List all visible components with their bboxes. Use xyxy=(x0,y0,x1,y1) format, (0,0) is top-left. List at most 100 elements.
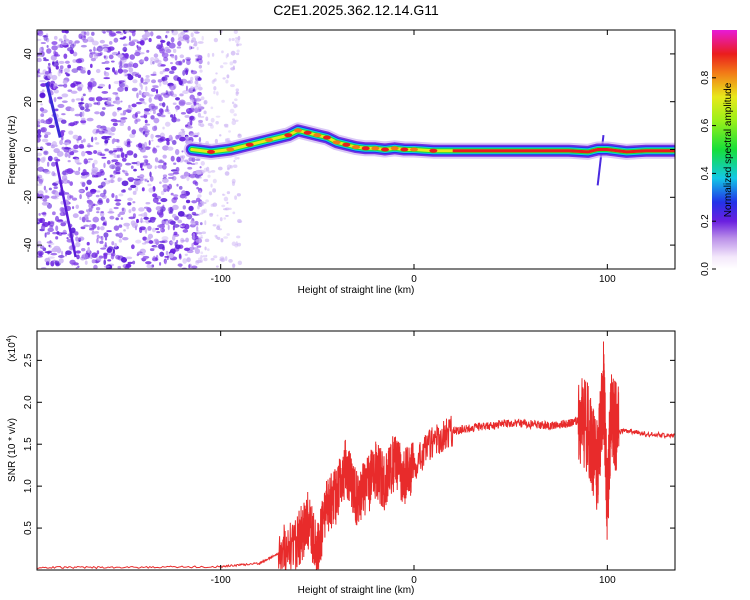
noise-speck xyxy=(168,70,175,75)
noise-speck xyxy=(69,195,74,199)
noise-speck-faint xyxy=(195,260,200,265)
noise-speck xyxy=(47,66,51,70)
noise-speck xyxy=(162,126,165,130)
noise-speck-faint xyxy=(191,37,197,43)
noise-speck xyxy=(124,86,129,92)
noise-speck xyxy=(37,134,42,138)
noise-speck xyxy=(55,225,59,232)
snr-xtick-label: 0 xyxy=(411,575,417,586)
spectrogram-panel: -100 0 100 -40 -20 0 20 40 Height of straight l… xyxy=(7,29,676,296)
noise-speck-faint xyxy=(214,234,217,238)
noise-speck xyxy=(54,260,60,265)
noise-speck xyxy=(81,216,86,223)
noise-speck-faint xyxy=(223,236,229,239)
noise-speck xyxy=(140,127,143,134)
noise-speck xyxy=(100,181,106,187)
noise-speck xyxy=(142,131,146,135)
noise-speck-faint xyxy=(237,35,241,41)
noise-speck xyxy=(57,84,64,87)
noise-speck xyxy=(39,218,43,224)
noise-speck xyxy=(152,125,158,132)
noise-speck xyxy=(69,49,74,55)
noise-speck xyxy=(128,179,134,183)
noise-speck xyxy=(75,266,78,269)
noise-speck xyxy=(63,53,68,59)
ridge-hotspot xyxy=(294,128,302,133)
noise-speck xyxy=(93,54,99,59)
noise-speck-faint xyxy=(216,225,221,231)
noise-speck xyxy=(128,35,132,42)
noise-speck-faint xyxy=(223,208,228,211)
noise-speck xyxy=(177,210,185,217)
noise-speck xyxy=(138,127,143,132)
noise-speck xyxy=(46,161,50,167)
noise-speck xyxy=(90,171,97,176)
noise-speck-faint xyxy=(210,203,215,207)
noise-speck-faint xyxy=(236,49,240,53)
noise-speck-faint xyxy=(195,238,200,243)
noise-speck xyxy=(194,31,200,34)
noise-speck-faint xyxy=(232,164,238,169)
noise-speck xyxy=(95,68,101,74)
noise-speck-faint xyxy=(194,85,199,91)
noise-speck xyxy=(177,263,183,267)
noise-speck xyxy=(81,253,89,259)
noise-speck xyxy=(44,131,52,136)
noise-speck-faint xyxy=(189,98,195,102)
noise-speck xyxy=(82,67,86,72)
noise-speck xyxy=(50,252,58,256)
noise-speck xyxy=(121,207,125,212)
snr-ytick-label: 1.0 xyxy=(23,479,34,493)
noise-speck xyxy=(61,113,66,116)
noise-speck xyxy=(164,255,170,258)
noise-speck-faint xyxy=(227,167,230,171)
noise-speck xyxy=(187,111,191,115)
noise-speck xyxy=(187,166,193,170)
noise-speck xyxy=(37,161,40,167)
noise-speck xyxy=(53,84,56,90)
noise-speck xyxy=(186,257,191,263)
noise-speck xyxy=(82,38,89,43)
noise-speck xyxy=(182,229,189,233)
noise-speck-faint xyxy=(219,256,225,260)
noise-speck xyxy=(131,161,138,165)
noise-speck-faint xyxy=(204,220,207,226)
noise-speck xyxy=(72,80,79,87)
noise-speck xyxy=(120,112,123,116)
noise-speck xyxy=(47,62,51,66)
noise-speck xyxy=(120,217,124,220)
noise-speck xyxy=(117,86,124,92)
noise-speck xyxy=(168,183,173,190)
noise-speck xyxy=(115,254,121,260)
noise-speck xyxy=(197,91,202,97)
noise-speck xyxy=(81,111,85,117)
noise-speck-faint xyxy=(236,193,241,197)
noise-speck xyxy=(169,241,176,244)
noise-speck xyxy=(172,140,177,145)
noise-speck xyxy=(130,165,134,169)
noise-speck xyxy=(167,224,170,231)
noise-speck xyxy=(133,153,138,159)
noise-speck xyxy=(112,91,119,95)
noise-speck-faint xyxy=(193,43,196,47)
noise-speck xyxy=(198,119,203,124)
noise-speck xyxy=(195,158,201,161)
noise-speck xyxy=(152,193,158,198)
noise-speck xyxy=(175,244,181,250)
noise-speck xyxy=(160,39,166,43)
noise-speck xyxy=(67,159,71,163)
noise-speck xyxy=(155,134,161,138)
noise-speck xyxy=(116,145,121,148)
snr-frame xyxy=(36,330,676,571)
noise-speck xyxy=(191,200,198,204)
noise-speck xyxy=(169,207,174,213)
noise-speck xyxy=(140,212,148,218)
noise-speck xyxy=(128,41,136,47)
noise-speck xyxy=(169,248,176,254)
noise-speck xyxy=(120,117,128,120)
noise-speck xyxy=(41,109,48,114)
spectrogram-ytick-label: 20 xyxy=(23,96,34,108)
noise-speck xyxy=(181,223,186,227)
noise-speck xyxy=(39,245,45,250)
noise-speck xyxy=(178,99,186,106)
